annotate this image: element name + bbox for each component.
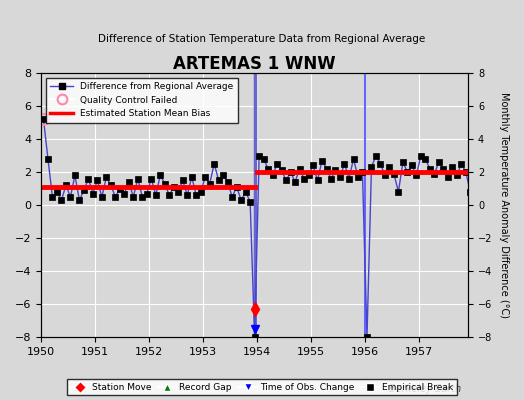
Y-axis label: Monthly Temperature Anomaly Difference (°C): Monthly Temperature Anomaly Difference (… [499, 92, 509, 318]
Text: Berkeley Earth: Berkeley Earth [389, 384, 461, 394]
Title: ARTEMAS 1 WNW: ARTEMAS 1 WNW [173, 55, 336, 73]
Legend: Station Move, Record Gap, Time of Obs. Change, Empirical Break: Station Move, Record Gap, Time of Obs. C… [67, 379, 457, 396]
Text: Difference of Station Temperature Data from Regional Average: Difference of Station Temperature Data f… [99, 34, 425, 44]
Legend: Difference from Regional Average, Quality Control Failed, Estimated Station Mean: Difference from Regional Average, Qualit… [46, 78, 238, 123]
